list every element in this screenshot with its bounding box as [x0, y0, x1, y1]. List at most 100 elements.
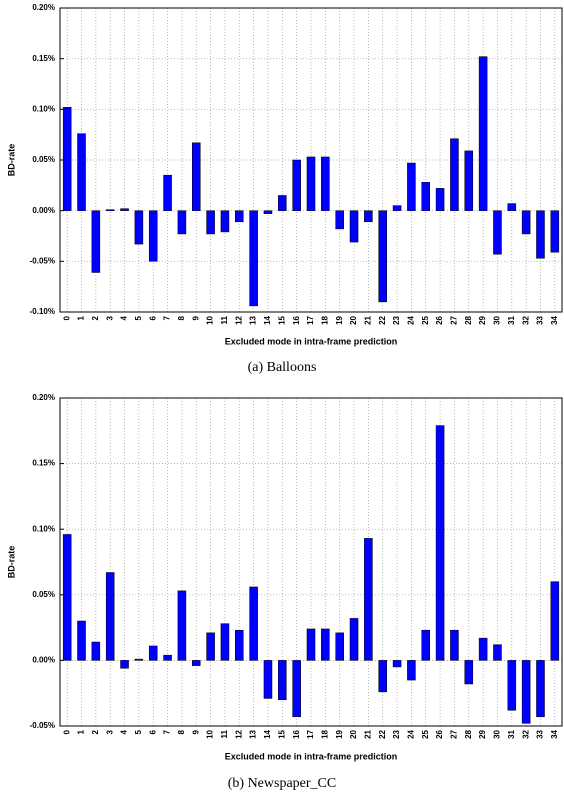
bar [321, 628, 330, 661]
bar [235, 629, 244, 661]
x-tick-label: 3 [105, 315, 114, 320]
y-tick-label: -0.10% [30, 307, 55, 316]
x-tick-label: 21 [363, 729, 372, 738]
x-tick-label: 9 [191, 729, 200, 734]
y-tick-label: 0.10% [32, 104, 55, 113]
bar [407, 162, 416, 211]
bar [335, 632, 344, 661]
x-axis-label: Excluded mode in intra-frame prediction [225, 336, 398, 346]
x-tick-label: 31 [507, 729, 516, 738]
x-tick-label: 23 [392, 729, 401, 738]
x-tick-label: 13 [249, 315, 258, 324]
x-tick-label: 31 [507, 315, 516, 324]
bar [378, 660, 387, 693]
x-tick-label: 30 [493, 315, 502, 324]
bar [550, 581, 560, 661]
bar [62, 534, 72, 661]
y-tick-label: 0.10% [32, 524, 55, 533]
x-tick-label: 8 [177, 729, 186, 734]
x-tick-label: 10 [206, 729, 215, 738]
bar [349, 618, 359, 661]
x-tick-label: 6 [148, 315, 157, 320]
x-tick-label: 33 [536, 729, 545, 738]
bar [392, 660, 402, 668]
bar [292, 660, 301, 718]
bar [220, 623, 230, 661]
x-tick-label: 21 [363, 315, 372, 324]
bar [478, 637, 488, 661]
x-tick-label: 12 [234, 315, 243, 324]
bar [478, 56, 488, 211]
x-tick-label: 33 [536, 315, 545, 324]
x-tick-label: 28 [464, 729, 473, 738]
x-tick-label: 5 [134, 315, 143, 320]
bar [335, 210, 344, 230]
y-tick-label: 0.00% [32, 206, 55, 215]
bar [464, 660, 474, 685]
bar [249, 586, 258, 661]
x-tick-label: 27 [450, 315, 459, 324]
bar [134, 210, 144, 245]
caption: (b) Newspaper_CC [228, 776, 336, 791]
bar [220, 210, 230, 233]
x-tick-label: 30 [493, 729, 502, 738]
y-tick-label: 0.20% [32, 3, 55, 12]
bar [521, 660, 531, 724]
x-tick-label: 23 [392, 315, 401, 324]
bar [120, 660, 129, 669]
bar [378, 210, 387, 303]
y-tick-label: 0.05% [32, 155, 55, 164]
plot-frame [59, 7, 563, 313]
bar [105, 572, 115, 661]
bar [120, 208, 129, 211]
bar [493, 210, 502, 255]
x-tick-label: 20 [349, 315, 358, 324]
y-tick-label: 0.20% [32, 393, 55, 402]
x-tick-label: 14 [263, 315, 272, 324]
x-tick-label: 10 [206, 315, 215, 324]
bar [507, 660, 517, 711]
x-tick-label: 0 [62, 729, 71, 734]
bar [249, 210, 258, 307]
y-tick-label: 0.00% [32, 656, 55, 665]
x-tick-label: 24 [407, 729, 416, 738]
bar [407, 660, 416, 681]
y-axis-label: BD-rate [6, 546, 16, 579]
bar [235, 210, 244, 223]
bar [435, 188, 445, 211]
bar [493, 644, 502, 661]
x-tick-label: 9 [191, 315, 200, 320]
x-tick-label: 26 [435, 315, 444, 324]
bar [421, 629, 431, 661]
bar [77, 620, 86, 661]
x-tick-label: 20 [349, 729, 358, 738]
bar [206, 632, 215, 661]
x-tick-label: 19 [335, 729, 344, 738]
bar [292, 159, 301, 211]
bar [536, 660, 545, 718]
x-tick-label: 19 [335, 315, 344, 324]
y-tick-label: -0.05% [30, 256, 55, 265]
x-tick-label: 13 [249, 729, 258, 738]
x-tick-label: 18 [320, 315, 329, 324]
bar [148, 210, 158, 262]
y-tick-label: 0.15% [32, 459, 55, 468]
bar [321, 156, 330, 211]
x-tick-label: 1 [77, 315, 86, 320]
bar [177, 590, 187, 661]
x-tick-label: 26 [435, 729, 444, 738]
bar [91, 210, 101, 273]
x-tick-label: 7 [163, 315, 172, 320]
x-tick-label: 12 [234, 729, 243, 738]
bar [507, 203, 517, 211]
x-tick-label: 6 [148, 729, 157, 734]
bar [364, 210, 373, 223]
x-tick-label: 27 [450, 729, 459, 738]
x-tick-label: 1 [77, 729, 86, 734]
x-tick-label: 25 [421, 729, 430, 738]
bar [550, 210, 560, 253]
bar [306, 156, 316, 211]
y-axis-label: BD-rate [6, 144, 16, 177]
bar [435, 425, 445, 661]
bar [77, 133, 86, 211]
